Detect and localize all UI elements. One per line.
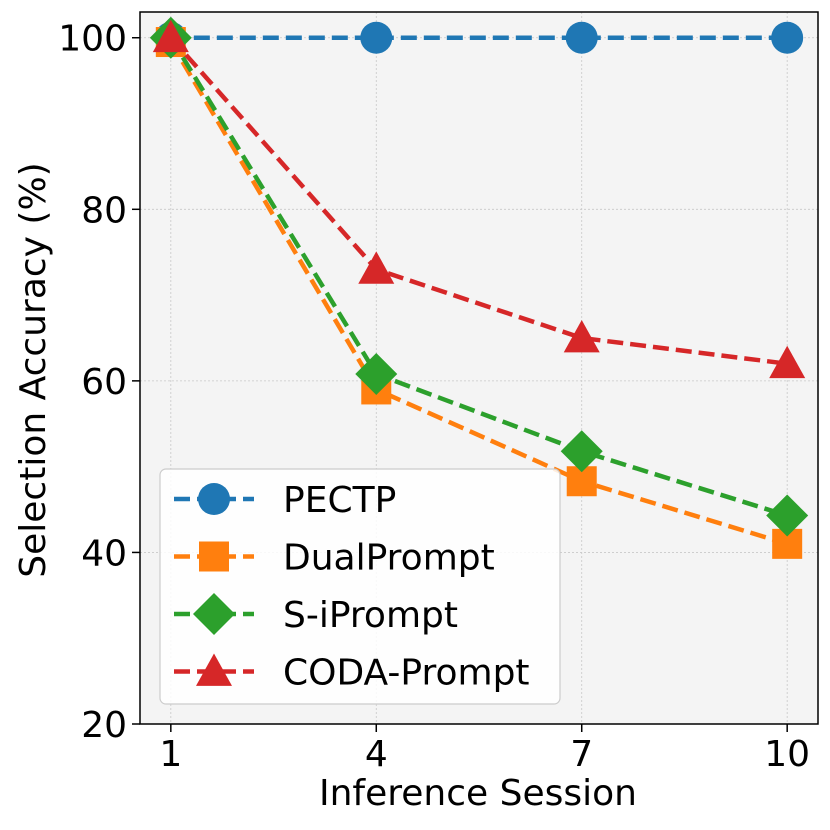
plot-frame xyxy=(139,11,819,725)
legend-label: PECTP xyxy=(283,480,396,521)
s-iprompt-line xyxy=(168,36,788,518)
coda-prompt-line xyxy=(169,36,788,366)
x-axis-label: Inference Session xyxy=(319,773,637,814)
pectp-point xyxy=(771,21,804,54)
coda-prompt-point xyxy=(563,319,600,353)
y-tick-label: 20 xyxy=(81,705,127,746)
y-tick-label: 80 xyxy=(81,190,127,231)
legend-marker xyxy=(198,483,230,515)
legend-marker xyxy=(199,541,229,572)
pectp-point xyxy=(565,21,598,54)
coda-prompt-point xyxy=(769,345,806,379)
axis-ticks: 20 40 60 80 100 1 4 7 10 xyxy=(58,19,810,775)
coda-prompt-point xyxy=(358,251,395,284)
y-tick-label: 100 xyxy=(58,19,127,60)
s-iprompt-point xyxy=(560,430,603,473)
legend-box xyxy=(159,468,561,705)
legend-marker xyxy=(193,593,235,635)
legend-label: S-iPrompt xyxy=(283,595,458,636)
legend-label: CODA-Prompt xyxy=(283,653,530,694)
y-tick-label: 40 xyxy=(81,533,127,574)
legend-item-pectp: PECTP xyxy=(174,480,396,521)
legend-marker xyxy=(196,653,232,686)
s-iprompt-point xyxy=(355,353,398,396)
legend-item-coda-prompt: CODA-Prompt xyxy=(174,653,530,694)
legend-item-s-iprompt: S-iPrompt xyxy=(174,593,458,636)
y-axis-label: Selection Accuracy (%) xyxy=(13,162,54,577)
series-coda-prompt xyxy=(152,19,806,379)
pectp-point xyxy=(360,21,393,54)
x-tick-label: 1 xyxy=(159,734,182,775)
y-tick-label: 60 xyxy=(81,362,127,403)
x-tick-label: 10 xyxy=(764,734,810,775)
legend-item-dualprompt: DualPrompt xyxy=(174,538,495,579)
coda-prompt-point xyxy=(152,19,189,53)
dualprompt-line xyxy=(168,40,788,547)
x-tick-label: 4 xyxy=(365,734,388,775)
series-layer xyxy=(149,16,809,559)
legend: PECTP DualPrompt S-iPrompt CODA-Prompt xyxy=(159,468,561,705)
legend-label: DualPrompt xyxy=(283,538,495,579)
s-iprompt-point xyxy=(766,494,809,537)
x-tick-label: 7 xyxy=(570,734,593,775)
